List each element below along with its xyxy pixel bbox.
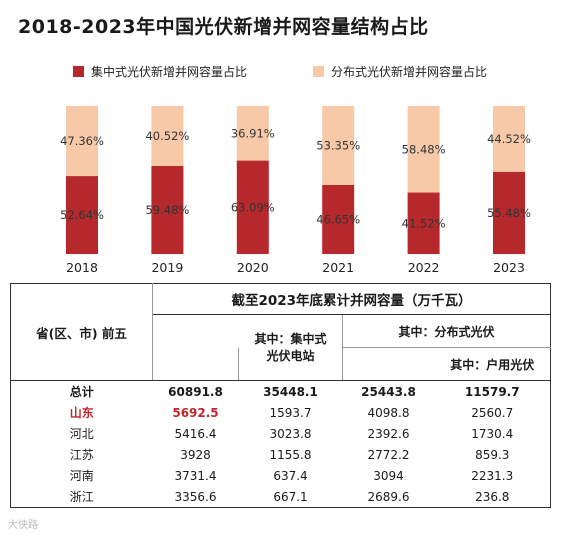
centralized-value: 35448.1 bbox=[263, 384, 318, 399]
centralized-value: 1593.7 bbox=[269, 405, 312, 420]
bar-distributed bbox=[236, 106, 269, 161]
legend-swatch-centralized bbox=[73, 66, 84, 77]
x-tick-label: 2019 bbox=[151, 260, 183, 275]
legend-label-centralized: 集中式光伏新增并网容量占比 bbox=[91, 64, 247, 79]
x-tick-label: 2023 bbox=[493, 260, 525, 275]
header-household: 其中：户用光伏 bbox=[434, 347, 551, 381]
legend: 集中式光伏新增并网容量占比 分布式光伏新增并网容量占比 bbox=[73, 64, 487, 79]
province-name: 山东 bbox=[69, 406, 94, 420]
distributed-value: 4098.8 bbox=[367, 405, 410, 420]
total-value: 5692.5 bbox=[172, 405, 219, 420]
data-label-centralized: 46.65% bbox=[316, 212, 360, 226]
table-body: 总计 60891.8 35448.1 25443.8 11579.7 山东 5692.5 15… bbox=[11, 381, 551, 508]
distributed-value: 2772.2 bbox=[367, 447, 410, 462]
province-name: 浙江 bbox=[69, 490, 94, 504]
centralized-value: 1155.8 bbox=[269, 447, 312, 462]
x-axis-ticks: 2018 2019 2020 2021 2022 2023 bbox=[66, 260, 525, 275]
household-value: 236.8 bbox=[475, 489, 510, 504]
data-label-centralized: 55.48% bbox=[487, 206, 531, 220]
legend-label-distributed: 分布式光伏新增并网容量占比 bbox=[331, 64, 487, 79]
capacity-table-container: 省(区、市) 前五 截至2023年底累计并网容量（万千瓦） 其中：集中式光伏电站… bbox=[10, 283, 552, 527]
stacked-bar-chart: 集中式光伏新增并网容量占比 分布式光伏新增并网容量占比 47.36% 52.64%… bbox=[60, 64, 531, 275]
table-row: 浙江 3356.6 667.1 2689.6 236.8 bbox=[11, 486, 551, 508]
header-distributed: 其中：分布式光伏 bbox=[342, 314, 551, 348]
bars-group: 47.36% 52.64% 40.52% 59.48% 36.91% 63.09% 53.3… bbox=[60, 106, 531, 254]
capacity-table: 省(区、市) 前五 截至2023年底累计并网容量（万千瓦） 其中：集中式光伏电站… bbox=[10, 283, 552, 508]
bar-centralized bbox=[407, 192, 440, 254]
province-name: 江苏 bbox=[69, 448, 94, 462]
x-tick-label: 2020 bbox=[237, 260, 269, 275]
province-name: 河北 bbox=[69, 427, 94, 441]
data-label-centralized: 63.09% bbox=[231, 200, 275, 214]
x-tick-label: 2022 bbox=[408, 260, 440, 275]
table-row: 山东 5692.5 1593.7 4098.8 2560.7 bbox=[11, 402, 551, 423]
distributed-value: 2392.6 bbox=[367, 426, 410, 441]
distributed-value: 3094 bbox=[373, 468, 404, 483]
bar-centralized bbox=[151, 165, 184, 254]
data-label-distributed: 53.35% bbox=[316, 138, 360, 152]
bar-distributed bbox=[322, 106, 355, 185]
bar-centralized bbox=[322, 184, 355, 254]
bar-distributed bbox=[151, 106, 184, 166]
bar-distributed bbox=[66, 106, 98, 177]
data-label-distributed: 36.91% bbox=[231, 126, 275, 140]
household-value: 11579.7 bbox=[464, 384, 520, 399]
data-label-centralized: 59.48% bbox=[145, 203, 189, 217]
bar-centralized bbox=[236, 160, 269, 254]
data-label-distributed: 44.52% bbox=[487, 132, 531, 146]
data-label-distributed: 47.36% bbox=[60, 134, 104, 148]
total-value: 3356.6 bbox=[174, 489, 217, 504]
bar-distributed bbox=[407, 106, 440, 193]
province-name: 总计 bbox=[69, 385, 94, 399]
data-label-distributed: 40.52% bbox=[145, 129, 189, 143]
table-title: 截至2023年底累计并网容量（万千瓦） bbox=[152, 283, 551, 315]
total-value: 3731.4 bbox=[174, 468, 217, 483]
bar-centralized bbox=[66, 176, 98, 254]
legend-swatch-distributed bbox=[313, 66, 324, 77]
total-value: 3928 bbox=[180, 447, 211, 462]
table-row: 河北 5416.4 3023.8 2392.6 1730.4 bbox=[11, 423, 551, 444]
household-value: 859.3 bbox=[475, 447, 510, 462]
table-row: 河南 3731.4 637.4 3094 2231.3 bbox=[11, 465, 551, 486]
x-tick-label: 2021 bbox=[322, 260, 354, 275]
header-centralized: 其中：集中式光伏电站 bbox=[238, 314, 343, 381]
x-tick-label: 2018 bbox=[66, 260, 98, 275]
chart-title: 2018-2023年中国光伏新增并网容量结构占比 bbox=[18, 16, 429, 38]
table-row-total: 总计 60891.8 35448.1 25443.8 11579.7 bbox=[11, 381, 551, 403]
centralized-value: 3023.8 bbox=[269, 426, 312, 441]
distributed-value: 25443.8 bbox=[361, 384, 416, 399]
household-value: 1730.4 bbox=[471, 426, 514, 441]
household-value: 2231.3 bbox=[471, 468, 514, 483]
centralized-value: 667.1 bbox=[273, 489, 308, 504]
province-name: 河南 bbox=[69, 469, 94, 483]
distributed-value: 2689.6 bbox=[367, 489, 410, 504]
data-label-centralized: 41.52% bbox=[402, 216, 446, 230]
data-label-distributed: 58.48% bbox=[402, 142, 446, 156]
data-label-centralized: 52.64% bbox=[60, 208, 104, 222]
province-header: 省(区、市) 前五 bbox=[10, 283, 153, 381]
household-value: 2560.7 bbox=[471, 405, 514, 420]
total-value: 5416.4 bbox=[174, 426, 217, 441]
table-row: 江苏 3928 1155.8 2772.2 859.3 bbox=[11, 444, 551, 465]
watermark: 大侠路 bbox=[8, 520, 38, 531]
bar-centralized bbox=[493, 171, 525, 254]
total-value: 60891.8 bbox=[168, 384, 223, 399]
centralized-value: 637.4 bbox=[273, 468, 308, 483]
bar-distributed bbox=[493, 106, 525, 172]
